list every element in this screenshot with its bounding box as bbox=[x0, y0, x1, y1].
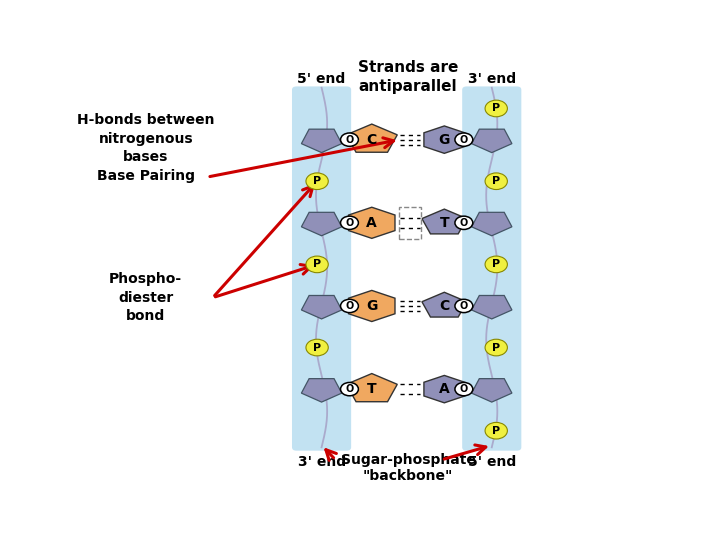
Circle shape bbox=[485, 100, 508, 117]
Circle shape bbox=[306, 173, 328, 190]
Polygon shape bbox=[424, 126, 464, 153]
Polygon shape bbox=[348, 291, 395, 321]
Text: P: P bbox=[492, 426, 500, 436]
Text: 5' end: 5' end bbox=[297, 72, 346, 86]
Text: A: A bbox=[366, 216, 377, 230]
Circle shape bbox=[341, 216, 359, 229]
Polygon shape bbox=[422, 209, 467, 234]
Text: Strands are
antiparallel: Strands are antiparallel bbox=[358, 60, 458, 94]
Text: P: P bbox=[492, 342, 500, 353]
Text: G: G bbox=[366, 299, 377, 313]
FancyBboxPatch shape bbox=[292, 86, 351, 451]
Text: P: P bbox=[492, 104, 500, 113]
Polygon shape bbox=[472, 129, 512, 153]
Polygon shape bbox=[422, 292, 467, 317]
Polygon shape bbox=[472, 212, 512, 236]
Text: O: O bbox=[346, 384, 354, 394]
Text: C: C bbox=[439, 299, 449, 313]
Circle shape bbox=[455, 216, 473, 229]
Text: G: G bbox=[438, 133, 450, 147]
Circle shape bbox=[455, 133, 473, 146]
Circle shape bbox=[306, 256, 328, 273]
Text: C: C bbox=[366, 133, 377, 147]
Text: Sugar-phosphate
"backbone": Sugar-phosphate "backbone" bbox=[341, 453, 475, 483]
Polygon shape bbox=[302, 129, 342, 153]
Text: 3' end: 3' end bbox=[297, 455, 346, 469]
Circle shape bbox=[455, 382, 473, 396]
Polygon shape bbox=[302, 212, 342, 236]
Text: Phospho-
diester
bond: Phospho- diester bond bbox=[109, 272, 182, 323]
Circle shape bbox=[455, 299, 473, 313]
Polygon shape bbox=[346, 124, 397, 152]
Polygon shape bbox=[472, 379, 512, 402]
Polygon shape bbox=[348, 207, 395, 238]
Text: P: P bbox=[492, 259, 500, 269]
Polygon shape bbox=[472, 295, 512, 319]
Circle shape bbox=[341, 133, 359, 146]
Text: T: T bbox=[439, 216, 449, 230]
Circle shape bbox=[341, 382, 359, 396]
Text: P: P bbox=[313, 259, 321, 269]
Text: P: P bbox=[313, 342, 321, 353]
Text: O: O bbox=[460, 301, 468, 311]
Text: O: O bbox=[346, 134, 354, 145]
FancyBboxPatch shape bbox=[399, 207, 420, 239]
Circle shape bbox=[306, 339, 328, 356]
Text: H-bonds between
nitrogenous
bases
Base Pairing: H-bonds between nitrogenous bases Base P… bbox=[77, 113, 215, 183]
Text: O: O bbox=[346, 301, 354, 311]
Circle shape bbox=[485, 422, 508, 439]
Polygon shape bbox=[346, 374, 397, 402]
Polygon shape bbox=[302, 379, 342, 402]
Polygon shape bbox=[302, 295, 342, 319]
Polygon shape bbox=[424, 375, 464, 403]
Text: O: O bbox=[460, 134, 468, 145]
Circle shape bbox=[341, 299, 359, 313]
Text: 3' end: 3' end bbox=[468, 72, 516, 86]
Circle shape bbox=[485, 173, 508, 190]
Text: T: T bbox=[367, 382, 377, 396]
Text: O: O bbox=[346, 218, 354, 228]
FancyBboxPatch shape bbox=[462, 86, 521, 451]
Circle shape bbox=[485, 256, 508, 273]
Text: O: O bbox=[460, 218, 468, 228]
Text: O: O bbox=[460, 384, 468, 394]
Text: A: A bbox=[439, 382, 450, 396]
Text: P: P bbox=[313, 176, 321, 186]
Text: 5' end: 5' end bbox=[467, 455, 516, 469]
Circle shape bbox=[485, 339, 508, 356]
Text: P: P bbox=[492, 176, 500, 186]
